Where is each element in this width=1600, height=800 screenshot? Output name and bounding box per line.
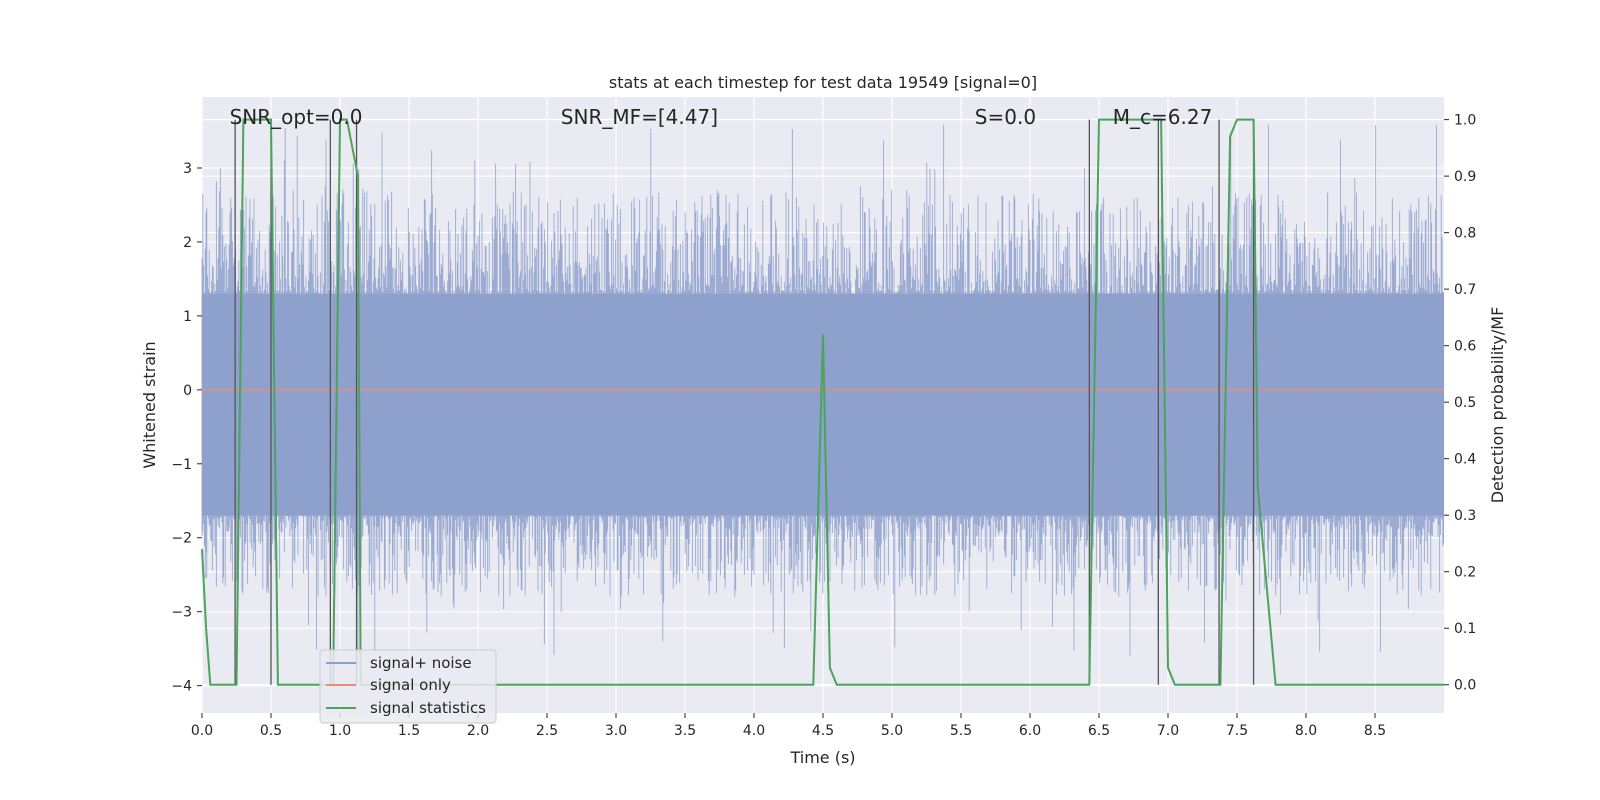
- legend: signal+ noise signal only signal statist…: [319, 649, 497, 724]
- y-left-tick-label-0: 3: [183, 161, 192, 177]
- x-tick-label-4: 2.0: [467, 723, 489, 739]
- x-tick-label-16: 8.0: [1295, 723, 1317, 739]
- x-tick-label-14: 7.0: [1157, 723, 1179, 739]
- x-tick-label-9: 4.5: [812, 723, 834, 739]
- x-tick-label-15: 7.5: [1226, 723, 1248, 739]
- annotation-1: SNR_MF=[4.47]: [561, 105, 718, 129]
- x-tick-label-5: 2.5: [536, 723, 558, 739]
- x-tick-label-6: 3.0: [605, 723, 627, 739]
- y-left-tick-label-7: −4: [171, 679, 192, 695]
- legend-label-noise: signal+ noise: [370, 654, 472, 672]
- y-right-tick-label-8: 0.2: [1454, 565, 1476, 581]
- legend-label-signal-only: signal only: [370, 676, 451, 694]
- signal-statistics-series: [201, 118, 1444, 686]
- x-tick-label-12: 6.0: [1019, 723, 1041, 739]
- x-tick-labels: 0.0 0.5 1.0 1.5 2.0 2.5 3.0 3.5 4.0 4.5 5.0 5.5 6.0 6…: [191, 713, 1386, 739]
- x-axis-label: Time (s): [789, 748, 855, 767]
- y-left-tick-label-4: −1: [171, 457, 192, 473]
- x-tick-label-13: 6.5: [1088, 723, 1110, 739]
- y-right-tick-label-3: 0.7: [1454, 282, 1476, 298]
- x-tick-label-11: 5.5: [950, 723, 972, 739]
- y-right-tick-label-0: 1.0: [1454, 113, 1476, 129]
- x-tick-label-7: 3.5: [674, 723, 696, 739]
- y-right-tick-label-7: 0.3: [1454, 508, 1476, 524]
- noise-series: [201, 124, 1445, 656]
- vertical-markers: [234, 119, 1255, 685]
- chart-title: stats at each timestep for test data 195…: [609, 73, 1037, 92]
- x-tick-label-17: 8.5: [1364, 723, 1386, 739]
- y-left-tick-labels: 3 2 1 0 −1 −2 −3 −4: [171, 161, 202, 695]
- annotation-0: SNR_opt=0.0: [230, 105, 363, 129]
- x-tick-label-3: 1.5: [398, 723, 420, 739]
- y-right-tick-labels: 1.0 0.9 0.8 0.7 0.6 0.5 0.4 0.3 0.2 0.1 0.0: [1444, 113, 1476, 694]
- x-tick-label-0: 0.0: [191, 723, 213, 739]
- y-axis-label-left: Whitened strain: [140, 341, 159, 468]
- x-tick-label-1: 0.5: [260, 723, 282, 739]
- annotations: SNR_opt=0.0 SNR_MF=[4.47] S=0.0 M_c=6.27: [230, 105, 1213, 129]
- y-right-tick-label-2: 0.8: [1454, 226, 1476, 242]
- y-right-tick-label-9: 0.1: [1454, 621, 1476, 637]
- x-tick-label-8: 4.0: [743, 723, 765, 739]
- signal-statistics-line: [201, 118, 1444, 686]
- y-left-tick-label-2: 1: [183, 309, 192, 325]
- x-tick-label-10: 5.0: [881, 723, 903, 739]
- annotation-2: S=0.0: [975, 105, 1036, 129]
- legend-box: [319, 649, 497, 724]
- x-tick-label-2: 1.0: [329, 723, 351, 739]
- y-axis-label-right: Detection probability/MF: [1488, 307, 1507, 504]
- y-right-tick-label-4: 0.6: [1454, 339, 1476, 355]
- y-left-tick-label-3: 0: [183, 383, 192, 399]
- y-right-tick-label-1: 0.9: [1454, 169, 1476, 185]
- noise-trace: [201, 124, 1445, 656]
- legend-label-statistics: signal statistics: [370, 699, 486, 717]
- y-left-tick-label-6: −3: [171, 605, 192, 621]
- y-right-tick-label-10: 0.0: [1454, 678, 1476, 694]
- annotation-3: M_c=6.27: [1113, 105, 1213, 129]
- y-left-tick-label-5: −2: [171, 531, 192, 547]
- y-right-tick-label-5: 0.5: [1454, 395, 1476, 411]
- y-left-tick-label-1: 2: [183, 235, 192, 251]
- y-right-tick-label-6: 0.4: [1454, 452, 1476, 468]
